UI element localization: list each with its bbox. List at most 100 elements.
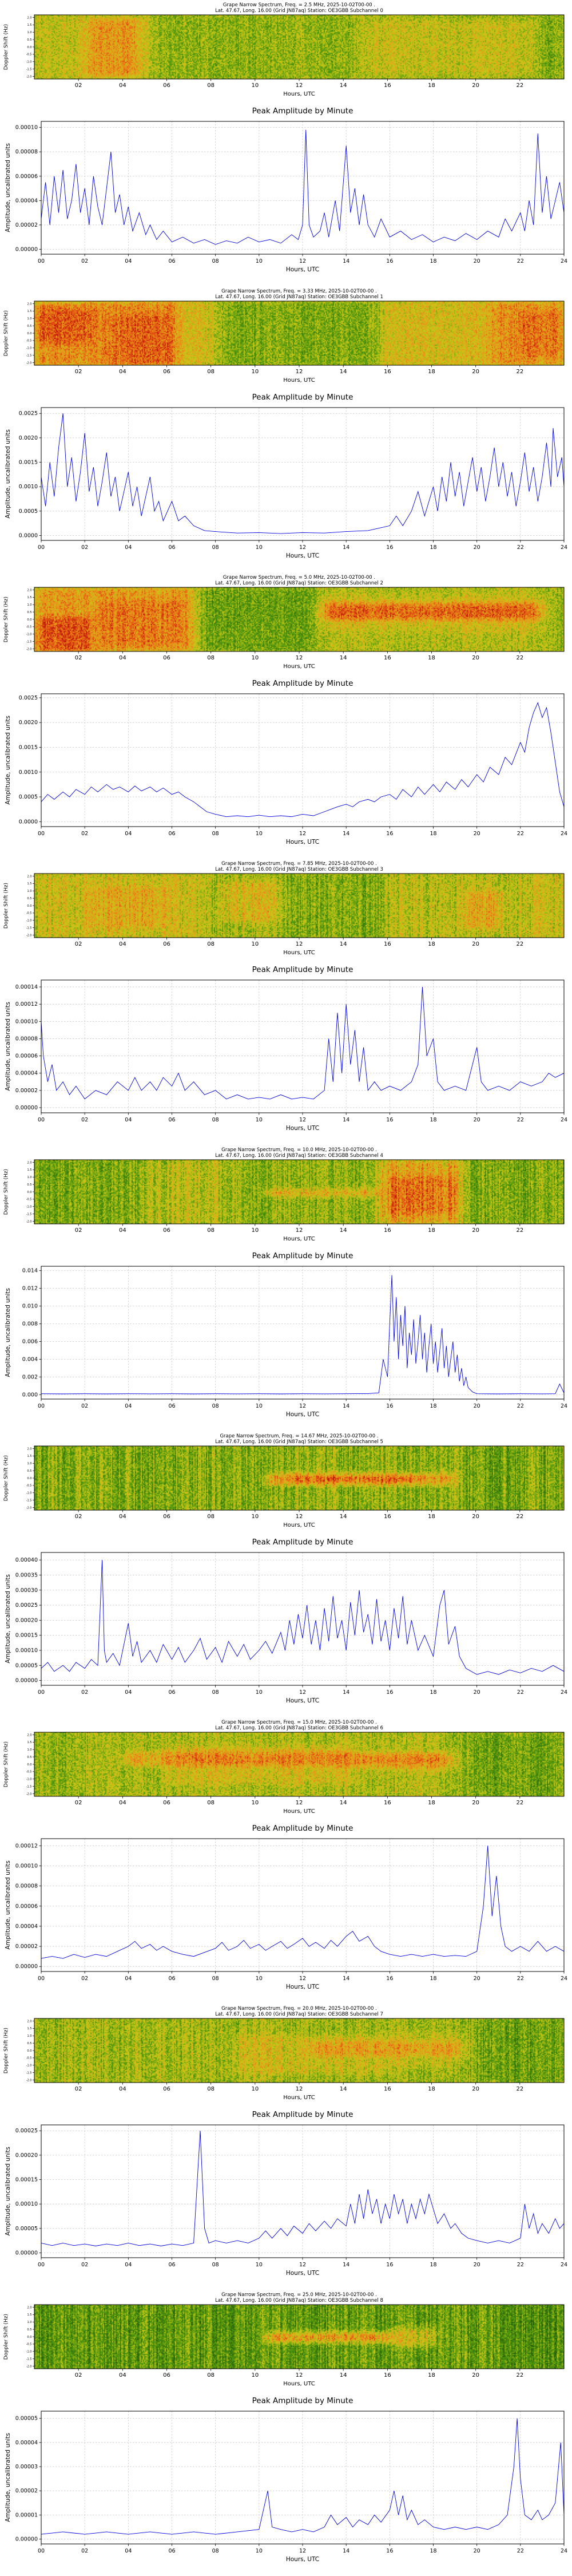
spectrogram-x-tick-label: 20 — [472, 1227, 479, 1234]
amplitude-y-tick-label: 0.00015 — [15, 1633, 38, 1639]
spectrogram-y-tick-label: 0.0 — [27, 332, 32, 335]
spectrogram-y-tick-label: -1.0 — [26, 633, 32, 637]
amplitude-ylabel-box: Amplitude, uncalibrated units — [3, 121, 13, 254]
amplitude-x-tick-label: 20 — [474, 258, 480, 264]
amplitude-plot-border — [41, 979, 565, 1113]
spectrogram-y-tick-label: 0.5 — [27, 611, 32, 614]
spectrogram-figure: Grape Narrow Spectrum, Freq. = 15.0 MHz,… — [0, 1717, 572, 1819]
amplitude-x-tick-label: 22 — [517, 544, 524, 551]
spectrogram-x-tick-label: 18 — [428, 655, 435, 661]
subchannel-panel: Grape Narrow Spectrum, Freq. = 14.67 MHz… — [0, 1431, 572, 1717]
amplitude-x-tick-label: 02 — [81, 544, 88, 551]
spectrogram-figure: Grape Narrow Spectrum, Freq. = 25.0 MHz,… — [0, 2290, 572, 2392]
amplitude-x-tick-label: 16 — [386, 258, 393, 264]
spectrogram-x-tick-label: 16 — [384, 2086, 391, 2092]
spectrogram-y-tick-label: 1.0 — [27, 1748, 32, 1752]
amplitude-y-tick-label: 0.00004 — [15, 1923, 38, 1930]
spectrogram-x-tick-label: 08 — [207, 941, 214, 947]
spectrogram-y-tick-label: -1.5 — [26, 354, 32, 357]
spectrogram-y-tick-label: -2.0 — [26, 934, 32, 937]
spectrogram-x-tick-label: 12 — [296, 1800, 303, 1806]
amplitude-y-tick-label: 0.00003 — [15, 2464, 38, 2470]
spectrogram-x-tick-label: 04 — [119, 1800, 126, 1806]
amplitude-y-tick-label: 0.002 — [22, 1374, 38, 1380]
amplitude-y-tick-label: 0.00002 — [15, 222, 38, 228]
spectrogram-y-tick-label: 2.0 — [27, 2306, 32, 2309]
spectrogram-y-tick-label: 0.5 — [27, 2328, 32, 2332]
spectrogram-x-tick-label: 16 — [384, 655, 391, 661]
amplitude-x-tick-label: 24 — [561, 1689, 567, 1696]
spectrogram-x-tick-label: 02 — [75, 2372, 82, 2379]
spectrogram-title-line1: Grape Narrow Spectrum, Freq. = 15.0 MHz,… — [221, 1720, 377, 1725]
amplitude-line-chart: 00 02 04 06 08 10 12 14 16 18 20 22 24 0.00000 0.00002… — [15, 121, 567, 264]
amplitude-y-tick-label: 0.00006 — [15, 1053, 38, 1060]
spectrogram-y-tick-label: -0.5 — [26, 912, 32, 915]
amplitude-x-tick-label: 20 — [474, 1403, 480, 1409]
amplitude-x-tick-label: 16 — [386, 1976, 393, 1982]
spectrogram-x-tick-label: 20 — [472, 1514, 479, 1520]
amplitude-x-tick-label: 14 — [343, 1117, 349, 1123]
amplitude-title: Peak Amplitude by Minute — [252, 393, 353, 402]
amplitude-y-tick-label: 0.00010 — [15, 1863, 38, 1869]
amplitude-ylabel-box: Amplitude, uncalibrated units — [3, 408, 13, 540]
spectrogram-x-tick-label: 12 — [296, 655, 303, 661]
spectrogram-y-tick-label: -0.5 — [26, 53, 32, 57]
amplitude-x-tick-label: 06 — [168, 2262, 175, 2268]
spectrogram-y-tick-label: -1.0 — [26, 347, 32, 350]
amplitude-y-tick-label: 0.00000 — [15, 1678, 38, 1684]
amplitude-plot-border — [41, 1838, 565, 1972]
spectrogram-x-tick-label: 04 — [119, 1514, 126, 1520]
amplitude-x-tick-label: 06 — [168, 1117, 175, 1123]
amplitude-x-tick-label: 12 — [299, 2548, 306, 2554]
amplitude-x-tick-label: 02 — [81, 831, 88, 837]
amplitude-x-tick-label: 10 — [256, 1689, 263, 1696]
spectrogram-x-tick-label: 08 — [207, 369, 214, 375]
amplitude-line-chart: 00 02 04 06 08 10 12 14 16 18 20 22 24 0.000 0.002 0.00… — [22, 1266, 567, 1409]
doppler-shift-ylabel: Doppler Shift (Hz) — [3, 310, 9, 357]
spectrogram-x-tick-label: 04 — [119, 655, 126, 661]
amplitude-x-tick-label: 18 — [430, 831, 436, 837]
amplitude-series-line — [41, 1846, 564, 1959]
amplitude-x-tick-label: 20 — [474, 544, 480, 551]
spectrogram-x-tick-label: 10 — [251, 2086, 259, 2092]
spectrogram-y-tick-label: -1.5 — [26, 2357, 32, 2361]
spectrogram-x-tick-label: 18 — [428, 369, 435, 375]
spectrogram-x-tick-label: 14 — [340, 1514, 347, 1520]
spectrogram-x-tick-label: 06 — [163, 2086, 170, 2092]
spectrogram-y-tick-label: 1.5 — [27, 882, 32, 886]
amplitude-x-tick-label: 12 — [299, 1117, 306, 1123]
amplitude-x-tick-label: 24 — [561, 1117, 567, 1123]
spectrogram-figure: Grape Narrow Spectrum, Freq. = 20.0 MHz,… — [0, 2004, 572, 2105]
spectrogram-y-tick-label: 0.0 — [27, 904, 32, 908]
subchannel-panel: Grape Narrow Spectrum, Freq. = 2.5 MHz, … — [0, 0, 572, 286]
spectrogram-title-line1: Grape Narrow Spectrum, Freq. = 7.85 MHz,… — [221, 861, 377, 867]
hours-utc-xlabel: Hours, UTC — [285, 2270, 320, 2277]
spectrogram-x-tick-label: 06 — [163, 2372, 170, 2379]
doppler-ylabel-box: Doppler Shift (Hz) — [2, 2018, 10, 2083]
amplitude-title: Peak Amplitude by Minute — [252, 679, 353, 688]
spectrogram-x-tick-label: 08 — [207, 2372, 214, 2379]
spectrogram-x-tick-label: 22 — [516, 1227, 523, 1234]
amplitude-series-line — [41, 413, 564, 534]
spectrogram-y-tick-label: 0.0 — [27, 46, 32, 49]
amplitude-series-line — [41, 2418, 564, 2535]
amplitude-ylabel: Amplitude, uncalibrated units — [5, 143, 11, 232]
amplitude-x-tick-label: 18 — [430, 1689, 436, 1696]
amplitude-y-tick-label: 0.00005 — [15, 2226, 38, 2232]
spectrogram-x-tick-label: 14 — [340, 2086, 347, 2092]
spectrogram-x-tick-label: 10 — [251, 82, 259, 89]
amplitude-x-tick-label: 16 — [386, 1403, 393, 1409]
doppler-shift-ylabel: Doppler Shift (Hz) — [3, 596, 9, 643]
amplitude-x-tick-label: 22 — [517, 2262, 524, 2268]
amplitude-x-tick-label: 10 — [256, 258, 263, 264]
spectrogram-x-tick-label: 16 — [384, 2372, 391, 2379]
spectrogram-y-tick-label: -0.5 — [26, 2343, 32, 2346]
amplitude-line-chart: 00 02 04 06 08 10 12 14 16 18 20 22 24 0.00000 0.00001… — [15, 2411, 567, 2554]
spectrogram-heatmap — [34, 15, 564, 79]
amplitude-plot-border — [41, 2411, 565, 2545]
subchannel-panel: Grape Narrow Spectrum, Freq. = 7.85 MHz,… — [0, 859, 572, 1145]
amplitude-ylabel: Amplitude, uncalibrated units — [5, 1574, 11, 1664]
amplitude-y-tick-label: 0.0000 — [19, 532, 38, 539]
hours-utc-xlabel: Hours, UTC — [283, 1808, 315, 1815]
amplitude-x-tick-label: 04 — [125, 2548, 132, 2554]
